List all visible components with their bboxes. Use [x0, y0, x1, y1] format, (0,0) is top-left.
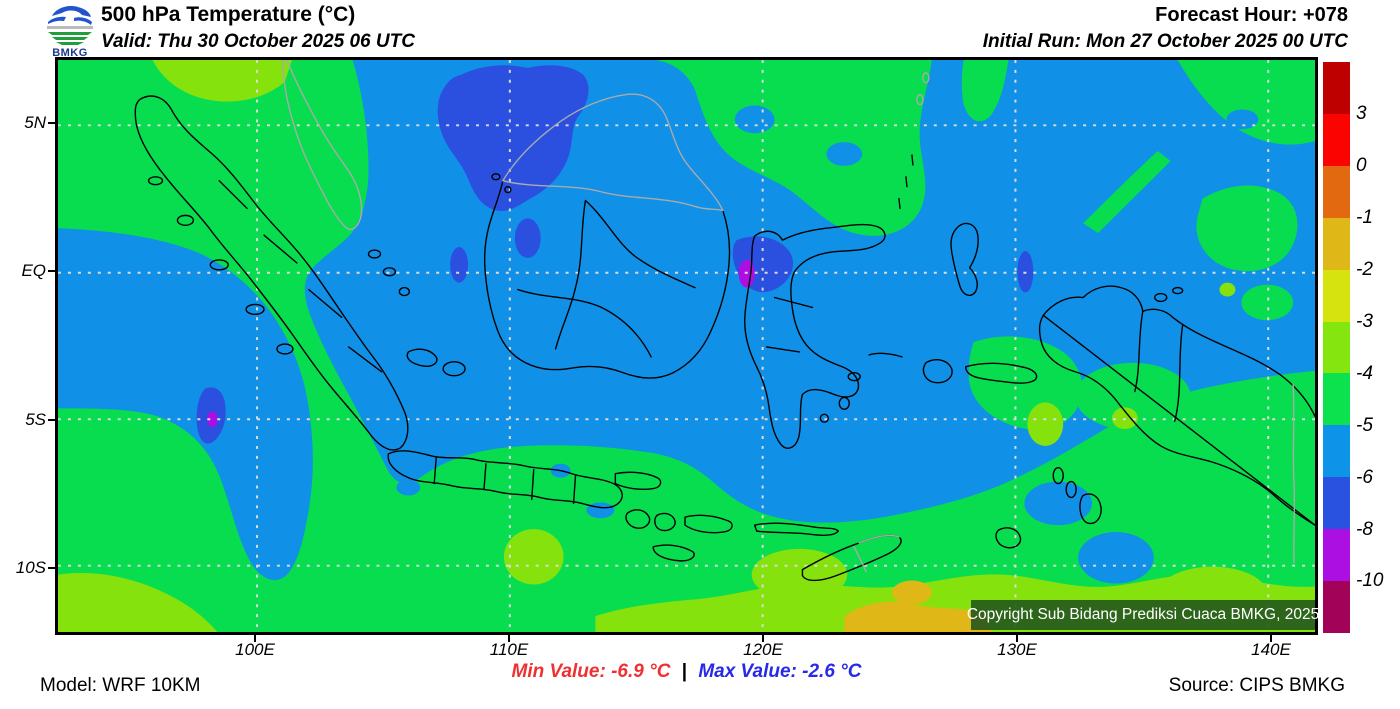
lat-tick-5n: [48, 122, 55, 124]
colorbar-label: -2: [1356, 259, 1373, 280]
colorbar-segment: [1323, 373, 1350, 426]
colorbar-segment: [1323, 165, 1350, 218]
lon-label-120e: 120E: [743, 640, 783, 659]
colorbar-segment: [1323, 529, 1350, 582]
bmkg-logo-text: BMKG: [52, 47, 88, 59]
lon-label-140e: 140E: [1251, 640, 1291, 659]
colorbar-segment: [1323, 62, 1350, 114]
forecast-hour-text: Forecast Hour: +078: [1155, 4, 1348, 26]
colorbar-segment: [1323, 321, 1350, 374]
lon-tick-120e: [762, 635, 764, 642]
temperature-field: [58, 60, 1315, 632]
colorbar-label: -5: [1356, 415, 1373, 436]
minmax-values: Min Value: -6.9 °C | Max Value: -2.6 °C: [55, 661, 1318, 683]
lat-tick-eq: [48, 270, 55, 272]
lat-tick-10s: [48, 567, 55, 569]
lon-tick-100e: [254, 635, 256, 642]
colorbar-label: 3: [1356, 103, 1367, 124]
source-text: Source: CIPS BMKG: [1168, 675, 1345, 696]
lat-label-eq: EQ: [21, 261, 46, 280]
colorbar-label: -8: [1356, 519, 1373, 540]
bmkg-logo-graphic: [47, 6, 93, 45]
max-value-text: Max Value: -2.6 °C: [698, 661, 862, 682]
model-text: Model: WRF 10KM: [40, 675, 201, 696]
bmkg-logo: BMKG: [44, 2, 96, 59]
valid-time-text: Valid: Thu 30 October 2025 06 UTC: [101, 31, 415, 52]
colorbar-label: -10: [1356, 570, 1384, 591]
colorbar-label: 0: [1356, 155, 1367, 176]
colorbar-segment: [1323, 113, 1350, 166]
colorbar-label: -6: [1356, 467, 1373, 488]
lon-tick-130e: [1016, 635, 1018, 642]
colorbar: [1323, 62, 1350, 633]
lon-tick-110e: [508, 635, 510, 642]
colorbar-segment: [1323, 269, 1350, 322]
copyright-watermark: Copyright Sub Bidang Prediksi Cuaca BMKG…: [967, 600, 1319, 630]
page-title: 500 hPa Temperature (°C): [101, 3, 356, 26]
minmax-separator: |: [681, 661, 688, 682]
initial-run-text: Initial Run: Mon 27 October 2025 00 UTC: [982, 31, 1348, 52]
lat-label-5n: 5N: [24, 113, 46, 132]
colorbar-label: -3: [1356, 311, 1373, 332]
colorbar-segment: [1323, 581, 1350, 633]
colorbar-label: -4: [1356, 363, 1373, 384]
min-value-text: Min Value: -6.9 °C: [511, 661, 671, 682]
lat-tick-5s: [48, 419, 55, 421]
colorbar-segment: [1323, 217, 1350, 270]
colorbar-segment: [1323, 425, 1350, 478]
lon-label-130e: 130E: [997, 640, 1037, 659]
colorbar-label: -1: [1356, 207, 1373, 228]
lon-label-110e: 110E: [489, 640, 529, 659]
lat-label-5s: 5S: [25, 410, 46, 429]
lon-tick-140e: [1270, 635, 1272, 642]
colorbar-segment: [1323, 477, 1350, 530]
weather-map: Copyright Sub Bidang Prediksi Cuaca BMKG…: [55, 57, 1319, 635]
lat-label-10s: 10S: [15, 558, 46, 577]
lon-label-100e: 100E: [235, 640, 275, 659]
